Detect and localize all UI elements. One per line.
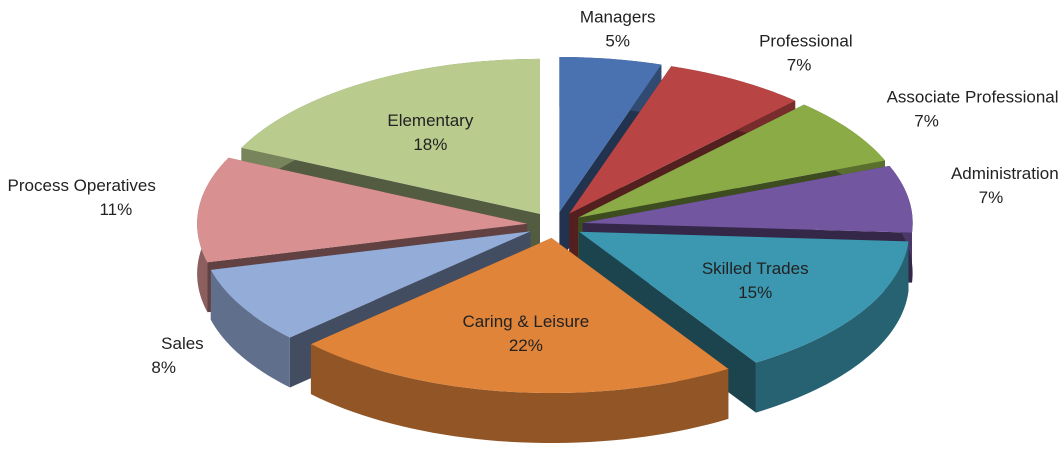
slice-top (310, 238, 729, 394)
slice-value-label: 7% (979, 188, 1004, 207)
slice-wall (310, 344, 729, 444)
slice (310, 238, 729, 444)
slice-value-label: 15% (738, 283, 772, 302)
slice-label: Managers (580, 8, 656, 27)
slice-label: Sales (161, 334, 204, 353)
slice-value-label: 7% (914, 112, 939, 131)
slice-top (241, 58, 540, 214)
slice-wall (210, 269, 290, 388)
slice-value-label: 8% (151, 358, 176, 377)
slice-top (569, 66, 796, 214)
slice-top (210, 231, 531, 338)
slice-top (197, 157, 528, 263)
slice-top (578, 104, 885, 218)
slice-label: Administration (951, 164, 1059, 183)
slice-top (579, 231, 909, 363)
slice-top (582, 165, 913, 233)
slice-value-label: 7% (787, 55, 812, 74)
slice-value-label: 11% (99, 200, 132, 219)
slice-label: Elementary (387, 111, 473, 130)
slice-wall (755, 241, 909, 413)
slice-label: Process Operatives (8, 176, 156, 195)
slice-label: Professional (759, 31, 853, 50)
slice-value-label: 18% (413, 135, 447, 154)
slice-top (559, 57, 662, 213)
slice-label: Associate Professional (887, 88, 1059, 107)
slice-label: Caring & Leisure (463, 312, 590, 331)
slice-value-label: 5% (605, 32, 630, 51)
slice-label: Skilled Trades (702, 259, 809, 278)
slice-value-label: 22% (509, 336, 543, 355)
slice (579, 231, 909, 413)
